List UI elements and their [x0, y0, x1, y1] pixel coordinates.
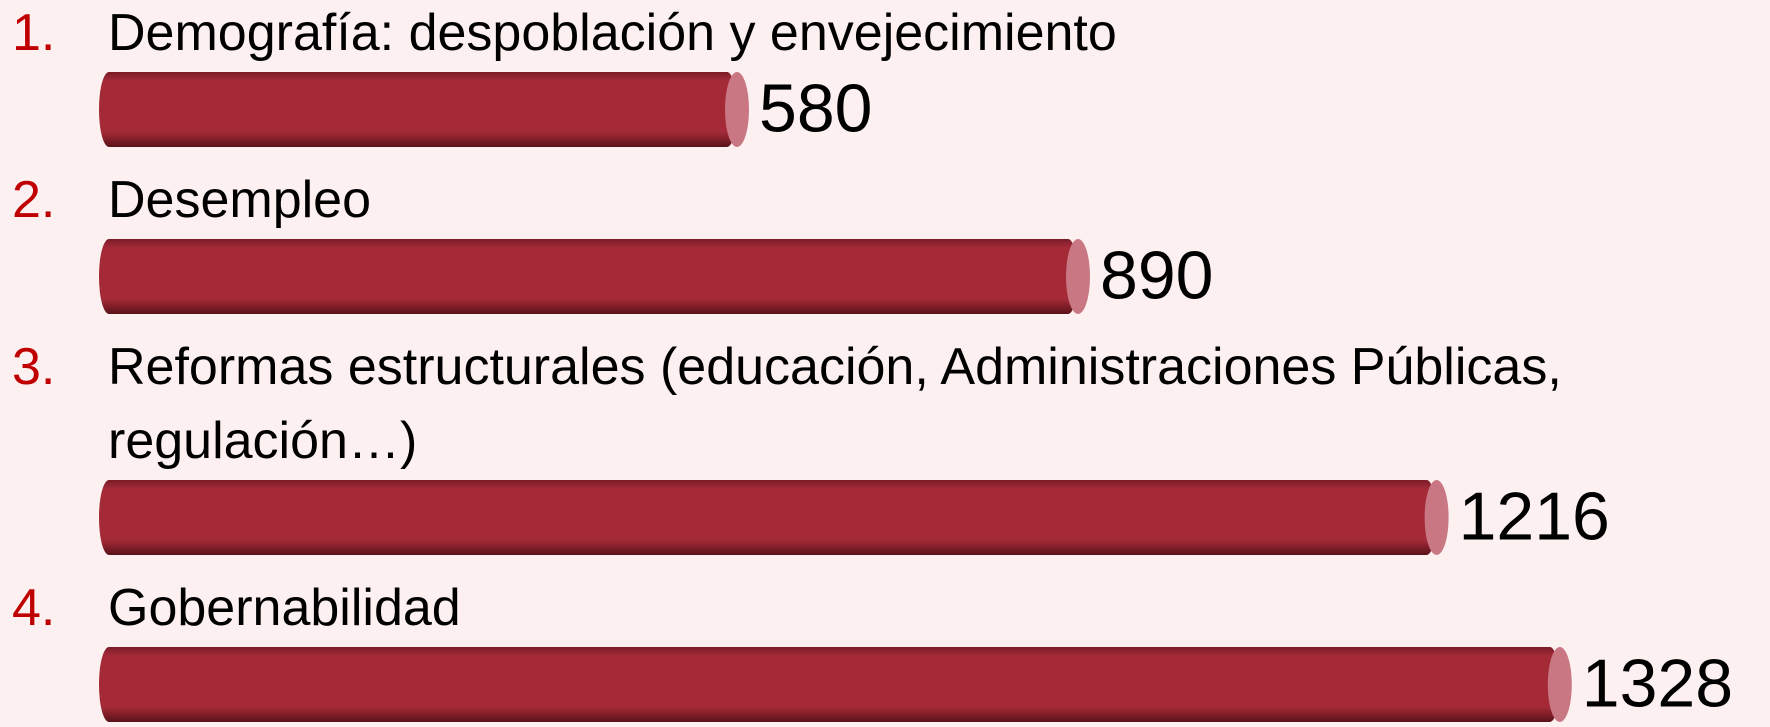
bar	[99, 239, 1078, 314]
bar	[99, 647, 1560, 722]
bar-cap	[1424, 480, 1449, 555]
bar-cap	[1547, 647, 1572, 722]
bar-cap	[1066, 239, 1090, 314]
list-marker: 3.	[12, 338, 56, 396]
list-marker: 1.	[12, 4, 56, 62]
value-label: 580	[759, 70, 872, 146]
category-label: Reformas estructurales (educación, Admin…	[108, 338, 1562, 470]
category-label: Demografía: despoblación y envejecimient…	[108, 4, 1117, 62]
category-label: Desempleo	[108, 171, 372, 229]
value-label: 890	[1100, 237, 1213, 313]
value-label: 1216	[1459, 478, 1610, 554]
list-marker: 2.	[12, 171, 56, 229]
bar-cap	[725, 72, 749, 147]
list-marker: 4.	[12, 579, 56, 637]
bar	[99, 72, 737, 147]
category-label: Gobernabilidad	[108, 579, 461, 637]
bar	[99, 480, 1437, 555]
value-label: 1328	[1582, 645, 1733, 721]
